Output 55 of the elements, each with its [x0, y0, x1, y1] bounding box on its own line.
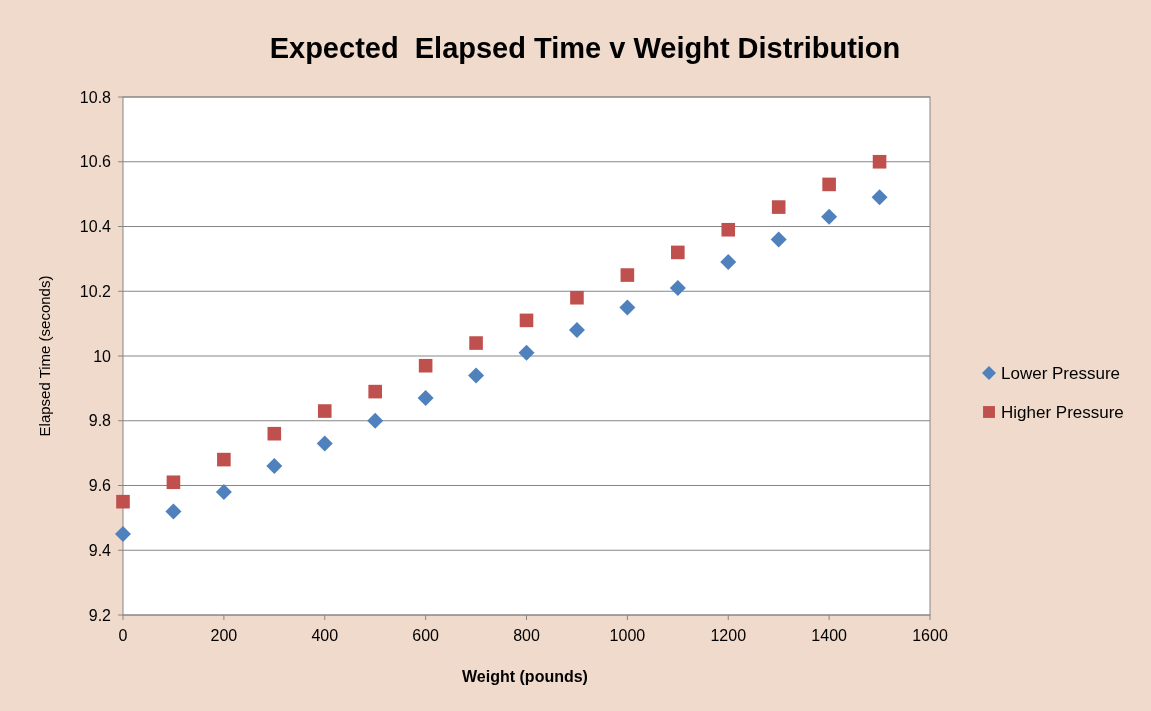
x-tick-label: 1400: [811, 627, 848, 644]
point: [215, 483, 232, 500]
point: [468, 367, 485, 384]
point: [519, 313, 534, 328]
y-tick-label: 10.4: [79, 218, 112, 235]
y-tick-label: 10.6: [79, 153, 112, 171]
point: [518, 344, 535, 361]
y-tick-label: 10: [93, 347, 112, 365]
y-tick-label: 10.8: [79, 88, 112, 106]
y-tick-label: 9.8: [88, 412, 112, 430]
y-tick-label: 10.2: [79, 282, 112, 300]
point: [720, 254, 737, 271]
chart-title: Expected Elapsed Time v Weight Distribution: [269, 32, 901, 64]
point: [217, 452, 231, 467]
point: [669, 280, 686, 297]
x-tick-label: 1600: [912, 627, 948, 644]
point: [165, 503, 182, 520]
x-tick-label: 0: [118, 627, 128, 644]
x-tick-label: 200: [210, 627, 238, 644]
point: [418, 358, 433, 373]
point: [671, 245, 685, 260]
point: [619, 299, 636, 316]
point: [872, 154, 887, 169]
point: [721, 222, 736, 237]
point: [266, 458, 283, 475]
y-tick-label: 9.4: [88, 541, 112, 559]
point: [822, 177, 836, 192]
x-axis-title: Weight (pounds): [462, 668, 588, 685]
y-axis-title: Elapsed Time (seconds): [36, 275, 53, 437]
point: [821, 208, 838, 225]
point: [316, 435, 333, 452]
point: [116, 494, 130, 509]
x-tick-label: 800: [513, 627, 540, 644]
point: [570, 290, 584, 305]
x-tick-label: 600: [412, 627, 440, 644]
point: [771, 200, 786, 214]
point: [417, 390, 434, 407]
point: [871, 189, 888, 206]
y-tick-label: 9.2: [88, 606, 112, 624]
point: [368, 384, 382, 399]
point: [115, 526, 131, 543]
point: [469, 336, 483, 350]
y-tick-label: 9.6: [88, 477, 112, 494]
point: [568, 322, 585, 339]
point: [770, 231, 787, 248]
legend-label: Lower Pressure: [1001, 363, 1121, 383]
point: [166, 475, 181, 490]
point: [620, 268, 635, 282]
point: [267, 426, 282, 441]
point: [317, 404, 332, 418]
point: [367, 412, 384, 429]
legend-label: Higher Pressure: [1001, 402, 1124, 422]
x-tick-label: 400: [311, 627, 339, 644]
x-tick-label: 1200: [710, 627, 747, 644]
x-tick-label: 1000: [609, 627, 646, 644]
